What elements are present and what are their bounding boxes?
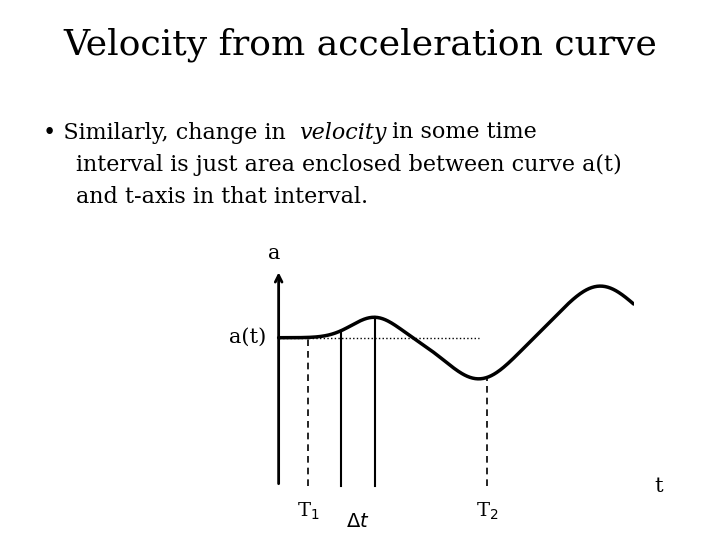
Text: Velocity from acceleration curve: Velocity from acceleration curve [63, 27, 657, 62]
Text: in some time: in some time [385, 122, 537, 144]
Text: $\Delta t$: $\Delta t$ [346, 514, 370, 531]
Text: a(t): a(t) [229, 328, 266, 347]
Text: interval is just area enclosed between curve a(t): interval is just area enclosed between c… [76, 154, 621, 176]
Text: and t-axis in that interval.: and t-axis in that interval. [76, 186, 368, 208]
Text: T$_1$: T$_1$ [297, 501, 319, 522]
Text: • Similarly, change in: • Similarly, change in [43, 122, 293, 144]
Text: velocity: velocity [299, 122, 387, 144]
Text: a: a [269, 244, 281, 264]
Text: t: t [654, 477, 663, 496]
Text: T$_2$: T$_2$ [476, 501, 499, 522]
